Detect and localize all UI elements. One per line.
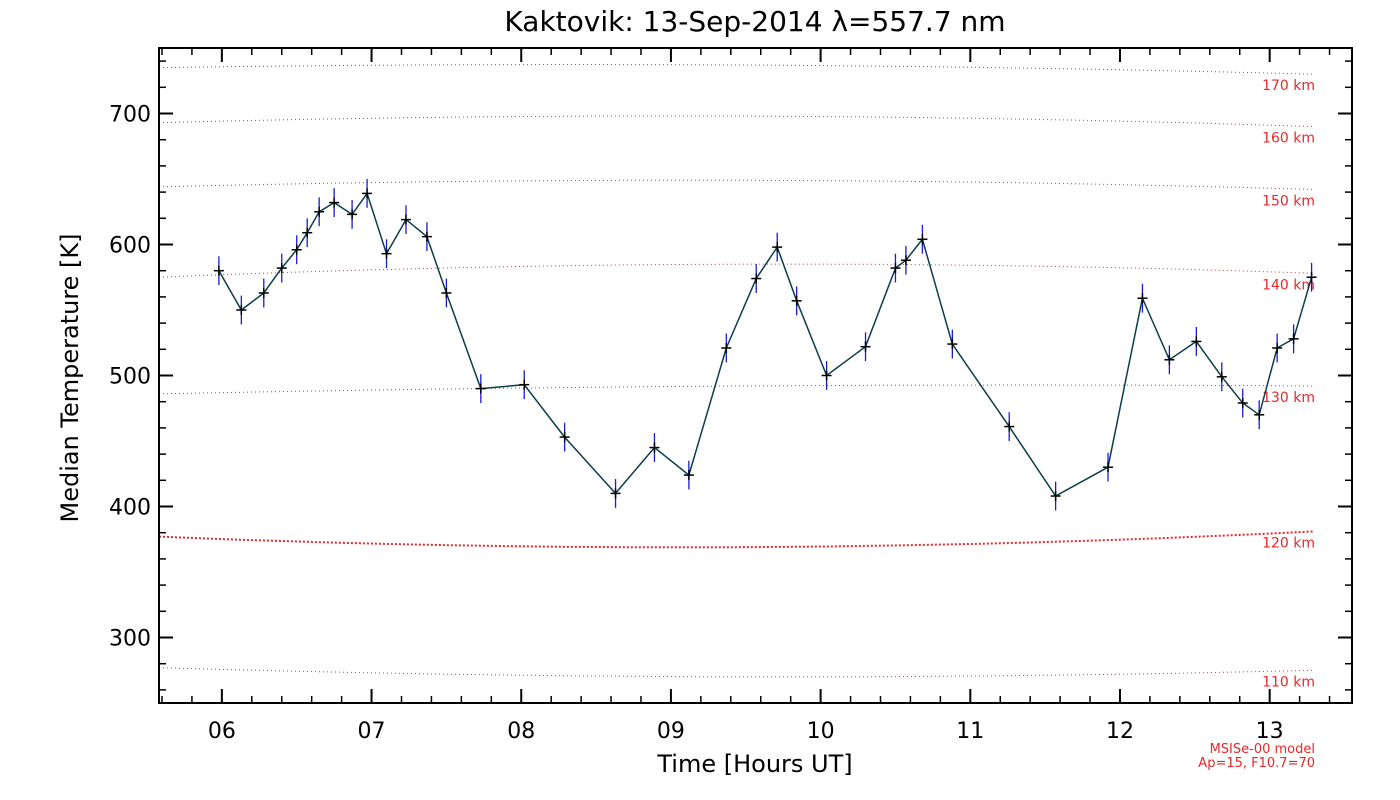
data-point-20 — [721, 333, 732, 363]
data-point-5 — [302, 218, 313, 248]
y-tick-label-2: 500 — [109, 365, 151, 390]
data-point-2 — [258, 278, 269, 308]
msis-label-5: 160 km — [1262, 131, 1315, 147]
data-point-36 — [1216, 362, 1227, 392]
data-point-6 — [314, 197, 325, 227]
data-point-34 — [1164, 345, 1175, 375]
data-point-7 — [329, 188, 340, 217]
msis-label-0: 110 km — [1262, 674, 1315, 690]
data-point-16 — [559, 422, 570, 452]
msis-model-curves: 110 km 120 km 130 km 140 km 150 km 160 km 170 … — [158, 64, 1315, 690]
x-tick-label-3: 09 — [657, 719, 685, 744]
model-note-2: Ap=15, F10.7=70 — [1198, 756, 1315, 771]
data-point-15 — [519, 370, 530, 400]
axis-ticks: 06 07 08 09 10 11 12 13 300 400 500 600 700 — [109, 48, 1352, 744]
data-point-28 — [917, 224, 928, 254]
x-axis-title: Time [Hours UT] — [656, 750, 852, 778]
x-tick-label-0: 06 — [208, 719, 236, 744]
x-tick-label-5: 11 — [956, 719, 984, 744]
y-tick-label-1: 400 — [109, 496, 151, 521]
data-point-13 — [441, 278, 452, 308]
data-point-32 — [1103, 452, 1114, 482]
data-point-24 — [821, 361, 832, 390]
data-point-14 — [475, 374, 486, 404]
data-point-33 — [1137, 283, 1148, 313]
chart-title: Kaktovik: 13-Sep-2014 λ=557.7 nm — [504, 5, 1005, 38]
x-tick-label-4: 10 — [807, 719, 835, 744]
data-point-21 — [751, 264, 762, 293]
data-point-38 — [1254, 400, 1265, 430]
data-point-9 — [362, 179, 373, 208]
data-point-29 — [947, 329, 958, 359]
y-axis-title: Median Temperature [K] — [56, 233, 84, 522]
msis-curve-0 — [158, 667, 1315, 678]
series-line-0 — [218, 191, 1313, 497]
msis-curve-6 — [158, 64, 1315, 75]
data-point-39 — [1272, 333, 1283, 363]
data-point-26 — [890, 253, 901, 283]
x-tick-label-1: 07 — [358, 719, 386, 744]
data-point-19 — [683, 460, 694, 490]
data-point-0 — [213, 256, 224, 286]
data-point-40 — [1288, 324, 1299, 354]
data-point-35 — [1191, 327, 1202, 356]
data-point-18 — [649, 433, 660, 462]
data-point-31 — [1050, 481, 1061, 511]
data-point-27 — [900, 245, 911, 275]
data-point-25 — [860, 332, 871, 362]
data-point-22 — [772, 232, 783, 262]
x-tick-label-2: 08 — [507, 719, 535, 744]
msis-label-1: 120 km — [1262, 535, 1315, 551]
msis-label-4: 150 km — [1262, 194, 1315, 210]
msis-label-2: 130 km — [1262, 390, 1315, 406]
x-tick-label-7: 13 — [1256, 719, 1284, 744]
data-point-11 — [400, 205, 411, 235]
data-point-12 — [421, 222, 432, 252]
data-point-37 — [1237, 388, 1248, 418]
x-tick-label-6: 12 — [1106, 719, 1134, 744]
data-point-41 — [1306, 262, 1317, 292]
temperature-series — [213, 179, 1317, 511]
y-tick-label-3: 600 — [109, 234, 151, 259]
plot-frame — [158, 47, 1353, 704]
msis-curve-2 — [158, 384, 1315, 395]
msis-curve-4 — [158, 179, 1315, 190]
msis-label-6: 170 km — [1262, 78, 1315, 94]
msis-curve-3 — [158, 263, 1315, 278]
msis-curve-5 — [158, 115, 1315, 128]
data-point-3 — [276, 253, 287, 283]
data-point-4 — [291, 235, 302, 265]
msis-label-3: 140 km — [1262, 277, 1315, 293]
y-tick-label-4: 700 — [109, 103, 151, 128]
data-point-17 — [610, 478, 621, 508]
y-tick-label-0: 300 — [109, 627, 151, 652]
data-point-30 — [1004, 412, 1015, 441]
data-point-1 — [236, 295, 247, 325]
data-point-8 — [347, 199, 358, 229]
msis-curve-1 — [158, 530, 1315, 549]
model-note-1: MSISe-00 model — [1210, 742, 1315, 757]
data-point-23 — [791, 286, 802, 316]
data-point-10 — [381, 239, 392, 269]
